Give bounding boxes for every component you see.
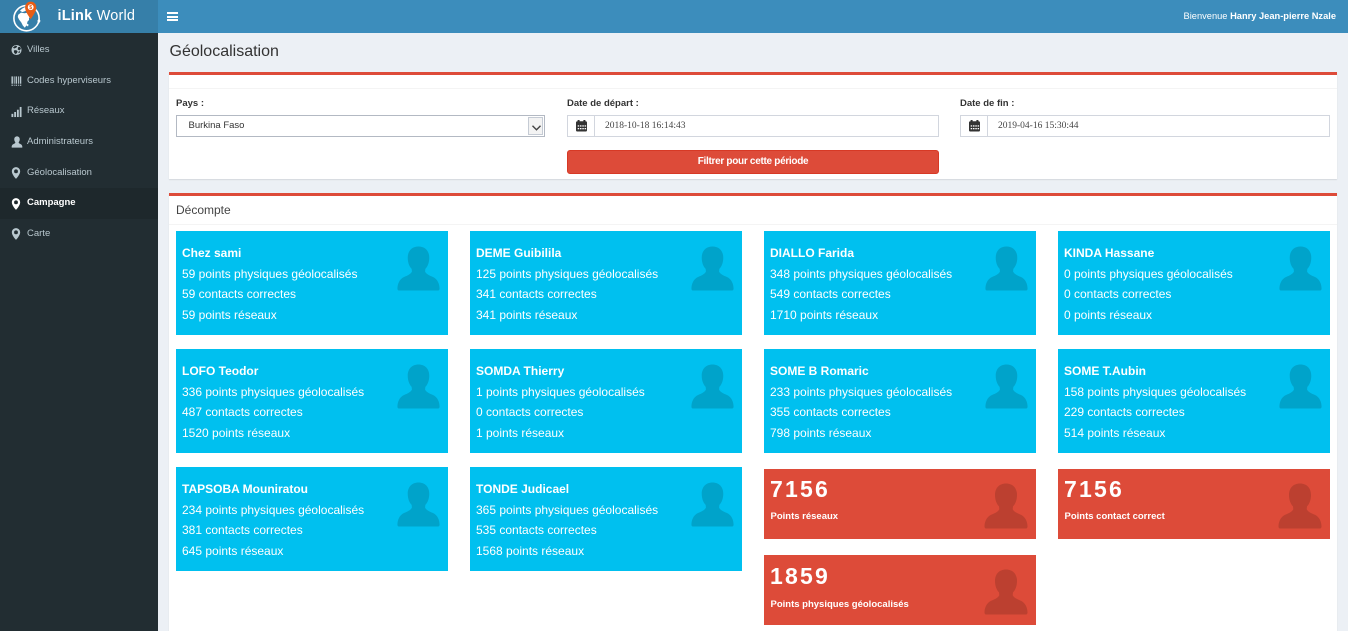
- svg-text:$: $: [29, 5, 32, 11]
